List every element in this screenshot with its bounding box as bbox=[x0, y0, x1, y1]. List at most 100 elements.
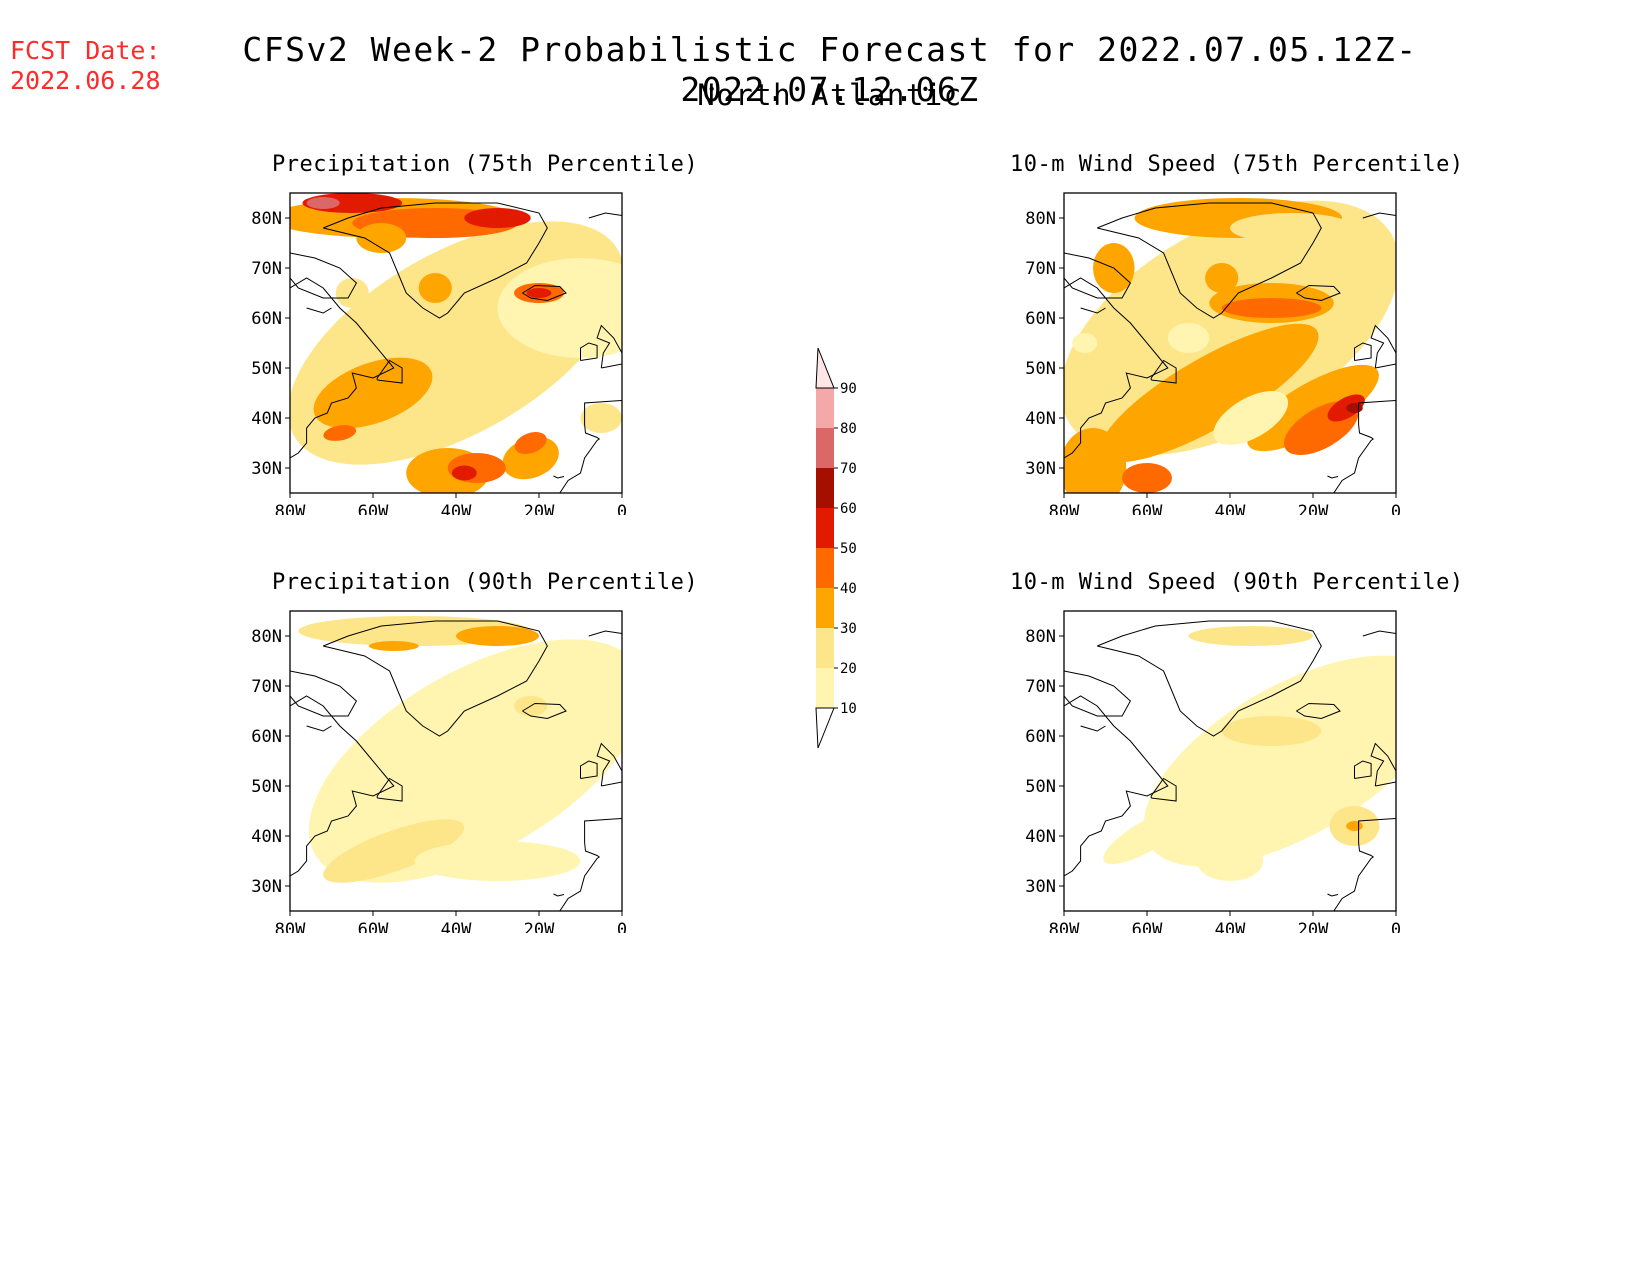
coastline bbox=[559, 400, 622, 493]
map-wind-90: 80N 70N 60N 50N 40N 30N 80W 60W 40W 20W 0 bbox=[1025, 610, 1401, 933]
colorbar-segment bbox=[816, 428, 834, 468]
probability-contour-shade bbox=[451, 465, 477, 481]
probability-contour-shade bbox=[1103, 807, 1191, 865]
probability-contour-shade bbox=[1213, 390, 1289, 446]
panel-title: Precipitation (90th Percentile) bbox=[272, 570, 699, 595]
colorbar-top-arrow bbox=[815, 347, 835, 389]
coastline bbox=[290, 670, 358, 717]
coastline bbox=[596, 324, 622, 369]
coastline bbox=[376, 777, 403, 802]
coastline bbox=[1064, 277, 1169, 459]
probability-contour-shade bbox=[414, 841, 581, 881]
lat-tick-label: 30N bbox=[1025, 459, 1056, 479]
coastline bbox=[1333, 818, 1396, 911]
panel-title: 10-m Wind Speed (90th Percentile) bbox=[1010, 570, 1464, 595]
lat-tick-label: 80N bbox=[251, 209, 282, 229]
colorbar-tick-label: 40 bbox=[840, 581, 857, 597]
coastline bbox=[588, 630, 622, 637]
coastline bbox=[290, 252, 358, 299]
lon-tick-label: 20W bbox=[524, 502, 555, 515]
probability-contour-shade bbox=[1072, 333, 1098, 353]
coastline bbox=[1354, 760, 1372, 779]
lon-tick-label: 60W bbox=[1132, 920, 1163, 933]
probability-contour-shade bbox=[323, 425, 357, 441]
colorbar-tick-label: 50 bbox=[840, 541, 857, 557]
lon-tick-label: 20W bbox=[524, 920, 555, 933]
probability-contour-shade bbox=[1327, 394, 1365, 422]
probability-contour-shade bbox=[1167, 323, 1210, 353]
coastline bbox=[1327, 893, 1339, 897]
coastline bbox=[1150, 777, 1177, 802]
probability-contour-shade bbox=[1346, 403, 1363, 413]
lon-tick-label: 80W bbox=[1049, 502, 1080, 515]
probability-contour-shade bbox=[1221, 716, 1322, 746]
probability-contour-shade bbox=[1221, 298, 1322, 318]
probability-contour-shade bbox=[368, 641, 419, 651]
lon-tick-label: 40W bbox=[1215, 920, 1246, 933]
lat-tick-label: 40N bbox=[1025, 409, 1056, 429]
probability-contour-shade bbox=[1143, 655, 1396, 867]
probability-contour-shade bbox=[308, 639, 622, 883]
lon-tick-label: 80W bbox=[275, 502, 306, 515]
coastline bbox=[1296, 284, 1341, 302]
lat-tick-label: 50N bbox=[251, 359, 282, 379]
coastline bbox=[376, 359, 403, 384]
coastline bbox=[1370, 742, 1396, 787]
probability-contour-shade bbox=[306, 197, 340, 209]
lon-tick-label: 20W bbox=[1298, 920, 1329, 933]
coastline bbox=[1362, 212, 1396, 219]
coastline bbox=[1064, 670, 1132, 717]
lat-tick-label: 50N bbox=[251, 777, 282, 797]
coastline bbox=[1370, 324, 1396, 369]
coastline bbox=[306, 725, 332, 732]
colorbar-tick-label: 60 bbox=[840, 501, 857, 517]
coastline bbox=[1064, 252, 1132, 299]
colorbar-tick-label: 30 bbox=[840, 621, 857, 637]
panel-title: Precipitation (75th Percentile) bbox=[272, 152, 699, 177]
colorbar-tick-label: 20 bbox=[840, 661, 857, 677]
coastline bbox=[1080, 307, 1106, 314]
probability-contour-shade bbox=[497, 258, 622, 358]
coastline bbox=[1064, 695, 1169, 877]
lat-tick-label: 30N bbox=[251, 877, 282, 897]
coastline bbox=[596, 742, 622, 787]
lat-tick-label: 40N bbox=[1025, 827, 1056, 847]
coastline bbox=[522, 702, 567, 720]
lat-tick-label: 40N bbox=[251, 827, 282, 847]
probability-contour-shade bbox=[1100, 323, 1319, 463]
coastline bbox=[1097, 620, 1322, 737]
lon-tick-label: 0 bbox=[1391, 502, 1401, 515]
lat-tick-label: 80N bbox=[1025, 627, 1056, 647]
coastline bbox=[522, 284, 567, 302]
lon-tick-label: 80W bbox=[1049, 920, 1080, 933]
probability-contour-shade bbox=[514, 432, 547, 454]
probability-contour-shade bbox=[1188, 626, 1313, 646]
lat-tick-label: 70N bbox=[1025, 259, 1056, 279]
lon-tick-label: 40W bbox=[1215, 502, 1246, 515]
probability-contour-shade bbox=[1247, 364, 1379, 452]
region-subtitle: North Atlantic bbox=[697, 78, 963, 112]
probability-contour-shade bbox=[526, 288, 552, 298]
coastline bbox=[306, 307, 332, 314]
panel-title: 10-m Wind Speed (75th Percentile) bbox=[1010, 152, 1464, 177]
coastline bbox=[1097, 202, 1322, 319]
coastline bbox=[588, 212, 622, 219]
probability-contour-shade bbox=[323, 819, 465, 883]
probability-contour-shade bbox=[580, 403, 622, 433]
coastline bbox=[559, 818, 622, 911]
lat-tick-label: 80N bbox=[251, 627, 282, 647]
colorbar-segment bbox=[816, 388, 834, 428]
colorbar-segment bbox=[816, 508, 834, 548]
lat-tick-label: 40N bbox=[251, 409, 282, 429]
colorbar-segment bbox=[816, 468, 834, 508]
coastline bbox=[1333, 400, 1396, 493]
forecast-date-value: 2022.06.28 bbox=[10, 66, 161, 95]
colorbar-tick-label: 80 bbox=[840, 421, 857, 437]
lat-tick-label: 50N bbox=[1025, 777, 1056, 797]
lat-tick-label: 30N bbox=[1025, 877, 1056, 897]
colorbar-segment bbox=[816, 548, 834, 588]
probability-contour-shade bbox=[464, 208, 531, 228]
coastline bbox=[580, 342, 598, 361]
colorbar-segment bbox=[816, 588, 834, 628]
coastline bbox=[1362, 630, 1396, 637]
